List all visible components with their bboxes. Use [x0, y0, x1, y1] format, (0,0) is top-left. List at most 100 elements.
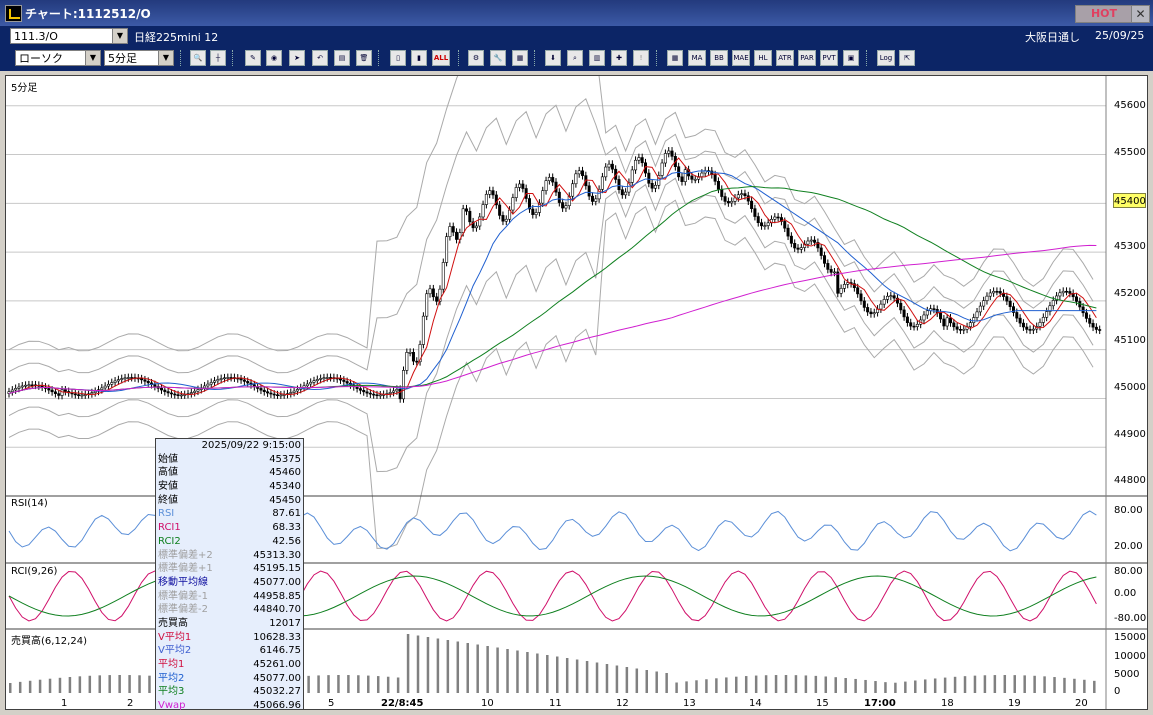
- databox-label: 売買高: [158, 617, 188, 629]
- note-icon[interactable]: ▤: [334, 50, 350, 66]
- candle-body: [474, 225, 478, 229]
- pvt-button[interactable]: PVT: [820, 50, 838, 66]
- log-scale-button[interactable]: Log: [877, 50, 895, 66]
- pencil-icon[interactable]: ✎: [245, 50, 261, 66]
- candle-body: [783, 221, 787, 229]
- candle-body: [978, 305, 982, 313]
- hot-button[interactable]: HOT: [1075, 5, 1133, 23]
- symbol-code-select[interactable]: 111.3/O ▼: [10, 28, 128, 44]
- candle-body: [123, 377, 127, 380]
- crosshair-icon[interactable]: ┼: [210, 50, 226, 66]
- volume-bar: [804, 675, 808, 693]
- databox-row: 高値 45460: [156, 466, 303, 480]
- candle-body: [680, 176, 684, 182]
- search-chart-icon[interactable]: ⌕: [567, 50, 583, 66]
- atr-button[interactable]: ATR: [776, 50, 794, 66]
- candle-expand-icon[interactable]: ▮: [411, 50, 427, 66]
- candle-body: [239, 378, 243, 381]
- trash-icon[interactable]: 🗑: [356, 50, 372, 66]
- volume-bar: [685, 681, 688, 693]
- time-label: 20: [1075, 698, 1088, 709]
- frame-icon[interactable]: ▣: [843, 50, 859, 66]
- volume-bar: [546, 655, 549, 693]
- download-icon[interactable]: ⬇: [545, 50, 561, 66]
- volume-bar: [38, 679, 42, 693]
- candle-body: [1065, 290, 1069, 293]
- close-button[interactable]: ✕: [1131, 5, 1150, 23]
- zoom-icon[interactable]: 🔍: [190, 50, 206, 66]
- show-all-button[interactable]: ALL: [432, 50, 450, 66]
- bar-chart-icon[interactable]: ▥: [589, 50, 605, 66]
- candle-body: [872, 312, 876, 315]
- par-button[interactable]: PAR: [798, 50, 816, 66]
- candle-body: [166, 391, 170, 394]
- candle-body: [315, 379, 319, 382]
- databox-value: 44840.70: [253, 604, 301, 616]
- mae-button[interactable]: MAE: [732, 50, 750, 66]
- undo-icon[interactable]: ↶: [312, 50, 328, 66]
- candle-body: [866, 307, 870, 313]
- candle-body: [514, 187, 518, 198]
- candle-body: [1098, 329, 1102, 331]
- chart-type-select[interactable]: ローソク ▼: [15, 50, 101, 66]
- volume-bar: [774, 675, 778, 693]
- candle-body: [886, 295, 890, 300]
- candle-body: [1025, 326, 1029, 330]
- ma-button[interactable]: MA: [688, 50, 706, 66]
- candle-body: [411, 351, 415, 362]
- volume-bar: [904, 681, 907, 693]
- disabled-icon[interactable]: !: [633, 50, 649, 66]
- candle-body: [1038, 322, 1042, 327]
- databox-value: 45195.15: [253, 563, 301, 575]
- app-chart-icon: [5, 5, 22, 22]
- candle-body: [246, 381, 250, 384]
- current-date: 25/09/25: [1095, 29, 1145, 42]
- grid-icon[interactable]: ▦: [667, 50, 683, 66]
- bb-button[interactable]: BB: [710, 50, 728, 66]
- databox-label: 平均3: [158, 686, 185, 698]
- candle-body: [1084, 312, 1088, 319]
- candle-body: [14, 388, 18, 391]
- candle-body: [521, 183, 525, 189]
- candle-body: [179, 394, 183, 397]
- draw-tool-icon[interactable]: ◉: [266, 50, 282, 66]
- candle-body: [982, 300, 986, 307]
- time-label: 5: [328, 698, 335, 709]
- volume-bar: [9, 683, 12, 693]
- chevron-down-icon[interactable]: ▼: [158, 51, 173, 65]
- volume-bar: [744, 676, 748, 693]
- volume-bar: [635, 668, 639, 693]
- volume-bar: [1013, 675, 1016, 693]
- interval-select[interactable]: 5分足 ▼: [104, 50, 174, 66]
- volume-bar: [754, 675, 758, 693]
- candle-body: [786, 227, 790, 237]
- settings-icon[interactable]: ⚙: [468, 50, 484, 66]
- wrench-icon[interactable]: 🔧: [490, 50, 506, 66]
- palette-icon[interactable]: ▦: [512, 50, 528, 66]
- databox-value: 68.33: [272, 522, 301, 534]
- candle-body: [713, 174, 717, 182]
- candle-body: [484, 193, 488, 205]
- candle-body: [723, 196, 727, 202]
- toolbar-separator: [180, 50, 183, 66]
- candle-body: [163, 389, 167, 392]
- export-icon[interactable]: ⇱: [899, 50, 915, 66]
- title-bar: チャート:1112512/O HOT ✕: [0, 0, 1153, 26]
- chevron-down-icon[interactable]: ▼: [112, 29, 127, 43]
- candle-body: [17, 386, 21, 389]
- candle-body: [1028, 329, 1032, 331]
- candle-body: [829, 269, 833, 273]
- candle-body: [402, 370, 406, 400]
- databox-row: 標準偏差-1 44958.85: [156, 590, 303, 604]
- volume-bar: [526, 652, 529, 693]
- volume-bar: [1083, 679, 1086, 693]
- candle-body: [912, 325, 916, 328]
- candle-body: [176, 394, 180, 396]
- volume-bar: [595, 662, 599, 693]
- hl-button[interactable]: HL: [754, 50, 772, 66]
- candle-body: [339, 378, 343, 381]
- candle-shrink-icon[interactable]: ▯: [390, 50, 406, 66]
- cursor-icon[interactable]: ➤: [289, 50, 305, 66]
- chevron-down-icon[interactable]: ▼: [85, 51, 100, 65]
- compare-icon[interactable]: ✚: [611, 50, 627, 66]
